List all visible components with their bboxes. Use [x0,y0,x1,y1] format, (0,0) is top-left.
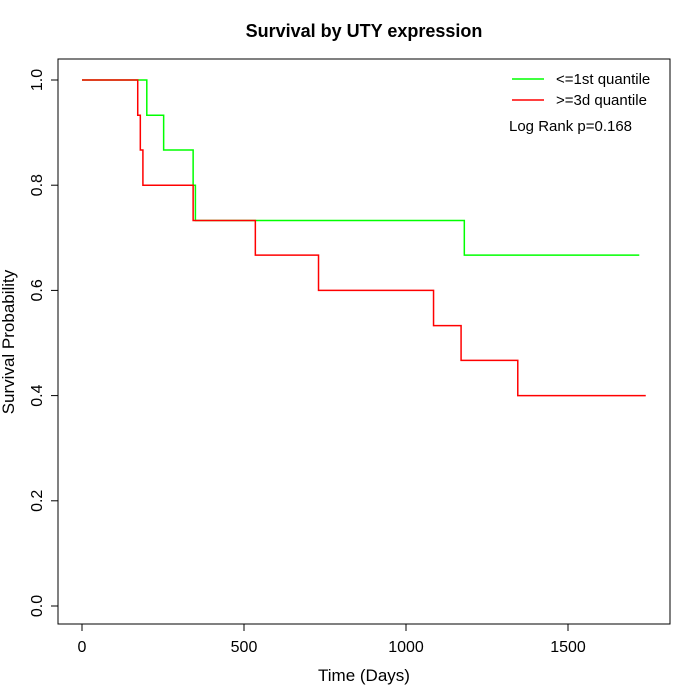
legend: <=1st quantile >=3d quantile [512,71,650,109]
y-tick-label: 0.8 [29,174,46,196]
chart-title: Survival by UTY expression [246,21,483,41]
legend-label-low: <=1st quantile [556,71,650,88]
y-axis: 0.0 0.2 0.4 0.6 0.8 1.0 [29,69,59,617]
x-tick-label: 1000 [388,639,424,656]
survival-curve-low [82,79,640,256]
log-rank-annotation: Log Rank p=0.168 [509,118,632,135]
x-tick-label: 1500 [550,639,586,656]
y-tick-label: 0.6 [29,279,46,301]
x-tick-label: 500 [231,639,258,656]
survival-curve-high [82,79,646,397]
legend-label-high: >=3d quantile [556,92,647,109]
y-tick-label: 0.2 [29,490,46,512]
plot-frame [57,58,671,625]
y-tick-label: 0.4 [29,384,46,406]
x-axis-label: Time (Days) [318,666,410,685]
y-axis-label: Survival Probability [0,269,18,414]
series-layer [82,79,646,397]
y-tick-label: 1.0 [29,69,46,91]
y-tick-label: 0.0 [29,595,46,617]
x-axis: 0 500 1000 1500 [78,623,586,656]
x-tick-label: 0 [78,639,87,656]
